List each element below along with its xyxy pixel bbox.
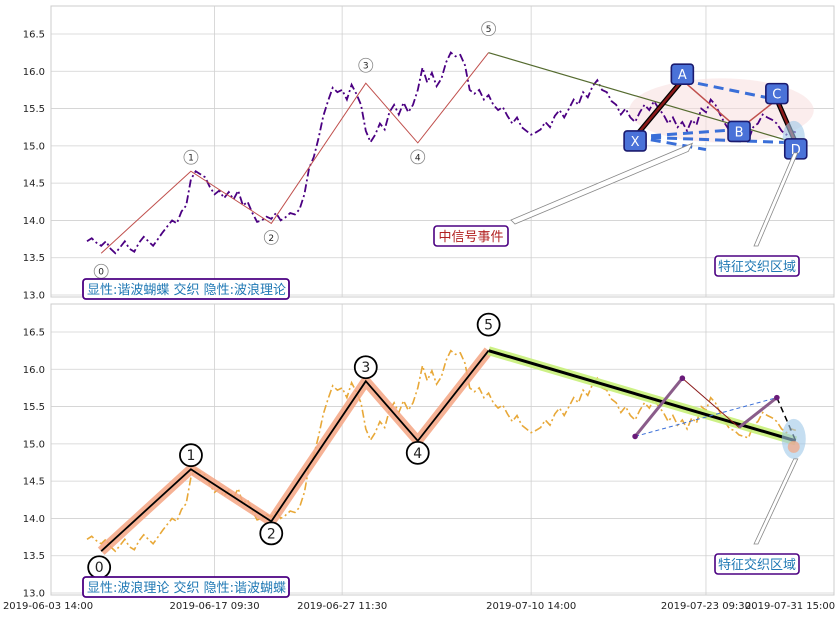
wave-label: 4 — [413, 446, 422, 462]
y-tick-label: 14.5 — [23, 179, 45, 190]
wave-marker — [179, 443, 203, 468]
annotation-box — [714, 255, 800, 277]
wave-marker — [263, 230, 279, 245]
wave-line — [100, 52, 489, 254]
leg-xa — [634, 79, 684, 138]
y-tick-label: 15.5 — [23, 402, 45, 413]
x-tick-label: 2019-07-10 14:00 — [486, 601, 576, 612]
wave-label: 2 — [267, 526, 276, 542]
panel-top: 13.0 13.5 14.0 14.5 15.0 15.5 16.0 16.5 0 1 2 3 4 5 X A… — [23, 5, 835, 302]
wave-label: 4 — [415, 153, 421, 163]
annotation-box — [433, 225, 509, 247]
y-tick-label: 14.0 — [23, 216, 45, 227]
annotation-label: 中信号事件 — [438, 230, 503, 245]
y-tick-label: 13.5 — [23, 551, 45, 562]
wave-label: 0 — [95, 560, 104, 576]
y-tick-label: 16.5 — [23, 328, 45, 339]
price-series — [86, 51, 797, 255]
harmonic-point — [679, 375, 686, 382]
wave-line — [100, 350, 490, 552]
leg-bc — [738, 396, 778, 429]
annotation-arrow — [753, 458, 799, 545]
wave-label: 1 — [186, 448, 195, 464]
plot-area — [50, 5, 835, 298]
harmonic-node-label: C — [772, 88, 781, 103]
y-tick-label: 15.0 — [23, 439, 45, 450]
harmonic-xd — [635, 135, 796, 145]
y-tick-label: 13.5 — [23, 253, 45, 264]
wave-label: 5 — [484, 318, 493, 334]
legend-box — [82, 576, 290, 598]
harmonic-node-label: X — [631, 135, 640, 150]
harmonic-point — [632, 433, 638, 440]
wave-marker — [183, 149, 199, 165]
harmonic-node-label: B — [735, 125, 744, 140]
y-tick-label: 14.0 — [23, 514, 45, 525]
annotation-label: 特征交织区域 — [718, 557, 796, 573]
wave-label: 0 — [98, 268, 104, 278]
plot-area — [50, 303, 835, 596]
legend-label: 显性:谐波蝴蝶 交织 隐性:波浪理论 — [87, 282, 286, 298]
annotation-arrow — [753, 152, 799, 247]
y-tick-label: 16.0 — [23, 67, 45, 78]
x-tick-label: 2019-07-23 09:30 — [661, 601, 751, 612]
y-tick-label: 15.0 — [23, 141, 45, 152]
wave-marker — [481, 21, 497, 37]
x-tick-label: 2019-06-17 09:30 — [170, 601, 260, 612]
y-tick-label: 13.0 — [23, 291, 45, 302]
harmonic-point — [774, 394, 780, 401]
x-tick-label: 2019-06-27 11:30 — [297, 601, 387, 612]
highlight-dot — [787, 440, 800, 453]
y-tick-label: 14.5 — [23, 477, 45, 488]
trend-line — [488, 349, 797, 443]
harmonic-node — [765, 82, 789, 105]
wave-label: 1 — [188, 154, 194, 164]
leg-cd — [776, 397, 797, 442]
x-tick-label: 2019-06-03 14:00 — [3, 601, 93, 612]
wave-label: 3 — [363, 62, 369, 72]
harmonic-node-label: A — [678, 68, 687, 83]
harmonic-ac — [682, 78, 778, 102]
annotation-arrow — [510, 142, 694, 225]
wave-marker — [476, 312, 501, 337]
wave-marker — [259, 521, 284, 546]
harmonic-xb — [634, 127, 740, 139]
leg-ab — [682, 377, 740, 428]
harmonic-node — [783, 138, 808, 160]
y-tick-label: 13.0 — [23, 589, 45, 600]
legend-box — [82, 278, 290, 300]
harmonic-projection — [634, 135, 707, 152]
wave-marker — [405, 440, 430, 465]
panel-bottom: 13.0 13.5 14.0 14.5 15.0 15.5 16.0 16.5 0 1 2 3 4 5 特征… — [23, 303, 835, 600]
highlight-zone — [781, 418, 806, 459]
wave-label: 3 — [361, 360, 370, 376]
annotation-box — [714, 553, 800, 575]
annotation-label: 特征交织区域 — [718, 259, 796, 275]
x-tick-label: 2019-07-31 15:00 — [745, 601, 835, 612]
y-tick-label: 16.0 — [23, 365, 45, 376]
leg-xa — [633, 377, 684, 438]
y-tick-label: 16.5 — [23, 30, 45, 41]
wave-marker — [353, 355, 378, 380]
harmonic-node — [623, 130, 647, 152]
harmonic-node — [727, 120, 751, 143]
wave-marker — [410, 149, 426, 165]
harmonic-node-label: D — [791, 143, 801, 158]
wave-marker — [358, 57, 374, 73]
wave-label: 2 — [268, 234, 274, 244]
harmonic-node — [670, 63, 695, 86]
wave-label: 5 — [486, 25, 492, 35]
harmonic-xc — [634, 397, 777, 437]
y-tick-label: 15.5 — [23, 104, 45, 115]
legend-label: 显性:波浪理论 交织 隐性:谐波蝴蝶 — [87, 580, 286, 596]
